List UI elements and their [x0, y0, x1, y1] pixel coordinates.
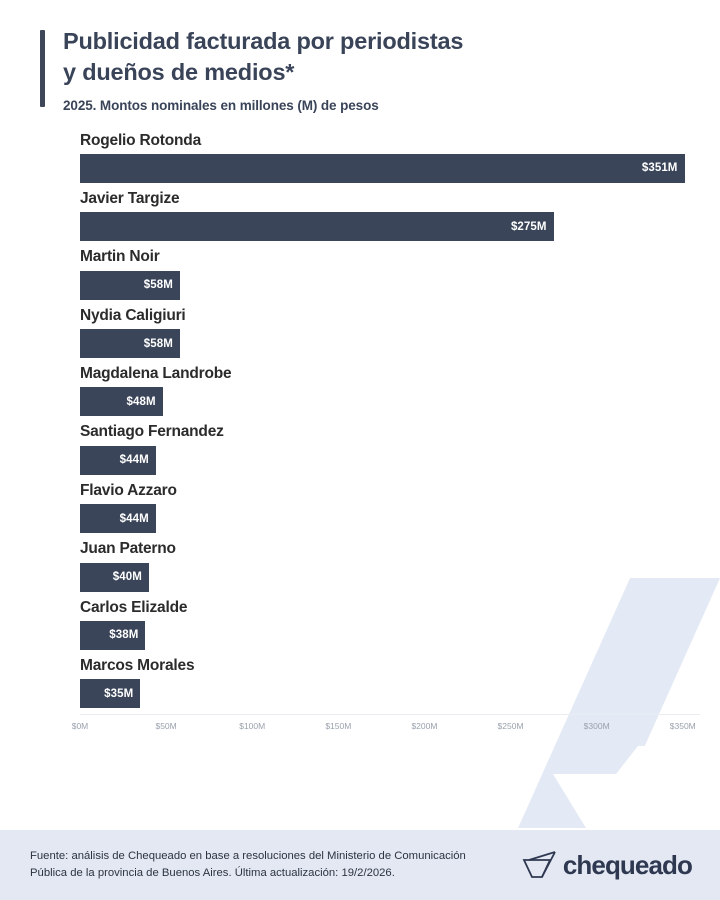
page-title-line-2: y dueños de medios*	[63, 59, 295, 86]
bar[interactable]: $48M	[80, 387, 163, 417]
header: Publicidad facturada por periodistas y d…	[0, 0, 720, 113]
header-text-block: Publicidad facturada por periodistas y d…	[63, 26, 463, 113]
page-subtitle: 2025. Montos nominales en millones (M) d…	[63, 97, 379, 113]
bar-value-label: $40M	[112, 571, 142, 583]
axis-tick-label: $250M	[497, 721, 524, 732]
bar-category-label: Martin Noir	[80, 248, 160, 266]
axis-tick-label: $0M	[71, 721, 89, 732]
bar-group: Flavio Azzaro $44M	[80, 481, 700, 534]
axis-tick-label: $100M	[239, 721, 266, 732]
bar[interactable]: $351M	[80, 153, 685, 183]
bar-group: Javier Targize $275M	[80, 189, 700, 242]
bar-value-label: $58M	[143, 279, 173, 292]
bar[interactable]: $275M	[80, 212, 554, 242]
bar[interactable]: $35M	[80, 679, 141, 709]
bar-group: Juan Paterno $40M	[80, 539, 700, 592]
bar[interactable]: $44M	[80, 504, 156, 534]
axis-tick-label: $300M	[583, 721, 610, 732]
bar-category-label: Rogelio Rotonda	[80, 131, 201, 149]
bar-category-label: Juan Paterno	[80, 540, 176, 558]
bar-category-label: Nydia Caligiuri	[80, 306, 186, 324]
bar-value-label: $44M	[119, 512, 149, 525]
bar[interactable]: $44M	[80, 445, 156, 475]
bar-category-label: Santiago Fernandez	[80, 423, 224, 441]
bar-track: $351M	[80, 153, 700, 183]
bar-value-label: $35M	[104, 687, 134, 700]
bar-category-label: Carlos Elizalde	[80, 598, 188, 616]
bar-group: Martin Noir $58M	[80, 247, 700, 300]
bar-value-label: $44M	[119, 454, 149, 467]
bar-group: Santiago Fernandez $44M	[80, 422, 700, 475]
chequeado-check-logo-icon	[522, 851, 556, 878]
bar[interactable]: $40M	[80, 562, 149, 592]
footer-source-line-1: Fuente: análisis de Chequeado en base a …	[30, 849, 466, 862]
bar-value-label: $351M	[641, 162, 678, 175]
bar[interactable]: $38M	[80, 620, 146, 650]
bar-value-label: $38M	[109, 629, 139, 642]
bar-group: Magdalena Landrobe $48M	[80, 364, 700, 417]
bar-group: Carlos Elizalde $38M	[80, 598, 700, 650]
bar-track: $35M	[80, 679, 700, 709]
bar-track: $275M	[80, 212, 700, 242]
axis-tick-label: $200M	[411, 721, 438, 732]
bar-value-label: $58M	[143, 337, 173, 350]
bar-track: $44M	[80, 504, 700, 534]
bar[interactable]: $58M	[80, 329, 180, 358]
bar[interactable]: $58M	[80, 270, 180, 300]
bar-category-label: Marcos Morales	[80, 656, 195, 674]
bar-track: $44M	[80, 445, 700, 475]
bar-group: Nydia Caligiuri $58M	[80, 306, 700, 358]
bar-value-label: $48M	[126, 395, 156, 408]
footer: Fuente: análisis de Chequeado en base a …	[0, 830, 720, 900]
chequeado-wordmark: chequeado	[562, 850, 693, 880]
axis-tick-label: $150M	[325, 721, 352, 732]
axis-tick-label: $50M	[155, 721, 177, 732]
bar-category-label: Javier Targize	[80, 189, 180, 207]
bar-track: $40M	[80, 562, 700, 592]
bar-category-label: Flavio Azzaro	[80, 481, 177, 499]
bar-track: $58M	[80, 270, 700, 300]
footer-source-text: Fuente: análisis de Chequeado en base a …	[30, 848, 466, 883]
page-title-line-1: Publicidad facturada por periodistas	[63, 28, 464, 54]
footer-source-line-2: Pública de la provincia de Buenos Aires.…	[30, 867, 395, 879]
bar-track: $48M	[80, 387, 700, 417]
bar-value-label: $275M	[510, 220, 547, 233]
x-axis: $0M $50M $100M $150M $200M $250M $300M $350M	[72, 714, 700, 738]
bar-group: Marcos Morales $35M	[80, 656, 700, 709]
bar-group: Rogelio Rotonda $351M	[80, 131, 700, 183]
bar-category-label: Magdalena Landrobe	[80, 365, 232, 382]
bar-chart: Rogelio Rotonda $351M Javier Targize $275M M…	[0, 131, 720, 709]
axis-tick-label: $350M	[669, 721, 696, 732]
title-accent-bar	[40, 30, 45, 107]
page-title: Publicidad facturada por periodistas y d…	[63, 26, 463, 89]
bar-track: $58M	[80, 329, 700, 358]
bar-track: $38M	[80, 620, 700, 650]
chequeado-logo: chequeado	[520, 850, 693, 880]
